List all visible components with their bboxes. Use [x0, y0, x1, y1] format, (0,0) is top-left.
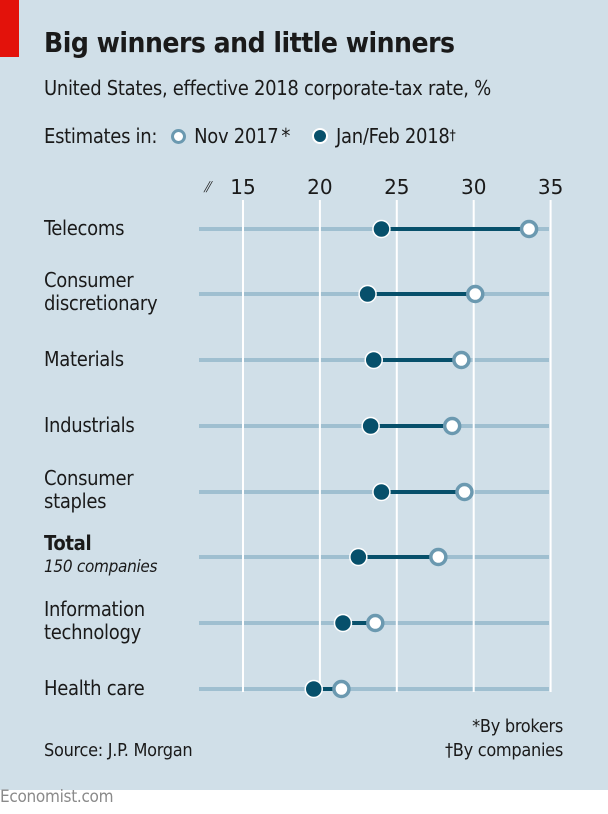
- legend-label-nov: Nov 2017: [194, 124, 279, 148]
- point-nov-2017: [442, 416, 462, 436]
- category-label: Materials: [44, 347, 124, 371]
- point-nov-2017: [465, 284, 485, 304]
- footnote-brokers: *By brokers: [472, 716, 563, 737]
- point-nov-2017: [452, 350, 471, 370]
- filled-circle-icon: [312, 128, 329, 144]
- category-label: Telecoms: [44, 216, 125, 240]
- category-label: Health care: [44, 676, 145, 700]
- economist-red-tag: [0, 0, 19, 57]
- category-sublabel: 150 companies: [44, 557, 158, 577]
- point-jan-feb-2018: [372, 219, 391, 239]
- chart-title: Big winners and little winners: [44, 26, 455, 59]
- point-nov-2017: [332, 679, 351, 699]
- point-nov-2017: [366, 613, 385, 633]
- legend-prefix: Estimates in:: [44, 124, 158, 148]
- legend-mark-nov: *: [281, 124, 291, 148]
- category-label: Information technology: [44, 597, 145, 644]
- open-circle-icon: [171, 128, 187, 144]
- footnote-companies: †By companies: [445, 740, 563, 761]
- chart-subtitle: United States, effective 2018 corporate-…: [44, 76, 491, 100]
- x-tick-label: 35: [538, 175, 563, 199]
- point-jan-feb-2018: [333, 613, 353, 633]
- category-label: Industrials: [44, 413, 135, 437]
- point-jan-feb-2018: [361, 416, 380, 436]
- point-jan-feb-2018: [358, 284, 377, 304]
- chart-panel: Big winners and little winners United St…: [0, 0, 608, 790]
- point-nov-2017: [519, 219, 539, 239]
- category-label: Total: [44, 531, 92, 555]
- point-nov-2017: [455, 482, 474, 502]
- source-note: Source: J.P. Morgan: [44, 740, 193, 761]
- legend-mark-jan: †: [449, 128, 456, 144]
- footnotes: *By brokers †By companies: [445, 715, 563, 763]
- dumbbell-chart: 15 20 25 30 35 ⫽: [199, 175, 563, 699]
- x-tick-label: 30: [461, 175, 486, 199]
- axis-break-icon: ⫽: [203, 178, 214, 196]
- x-tick-label: 20: [307, 175, 332, 199]
- legend-item-nov: Nov 2017 *: [171, 124, 290, 148]
- brand-footer: Economist.com: [0, 787, 114, 807]
- legend-label-jan: Jan/Feb 2018: [336, 124, 450, 148]
- x-tick-label: 25: [384, 175, 409, 199]
- point-jan-feb-2018: [349, 547, 368, 567]
- category-label: Consumer staples: [44, 466, 134, 513]
- legend-item-jan: Jan/Feb 2018 †: [312, 124, 456, 148]
- point-jan-feb-2018: [304, 679, 323, 699]
- point-jan-feb-2018: [372, 482, 391, 502]
- x-tick-label: 15: [230, 175, 255, 199]
- category-label: Consumer discretionary: [44, 268, 158, 315]
- point-nov-2017: [429, 547, 448, 567]
- legend: Estimates in: Nov 2017 * Jan/Feb 2018 †: [44, 124, 456, 148]
- point-jan-feb-2018: [364, 350, 383, 370]
